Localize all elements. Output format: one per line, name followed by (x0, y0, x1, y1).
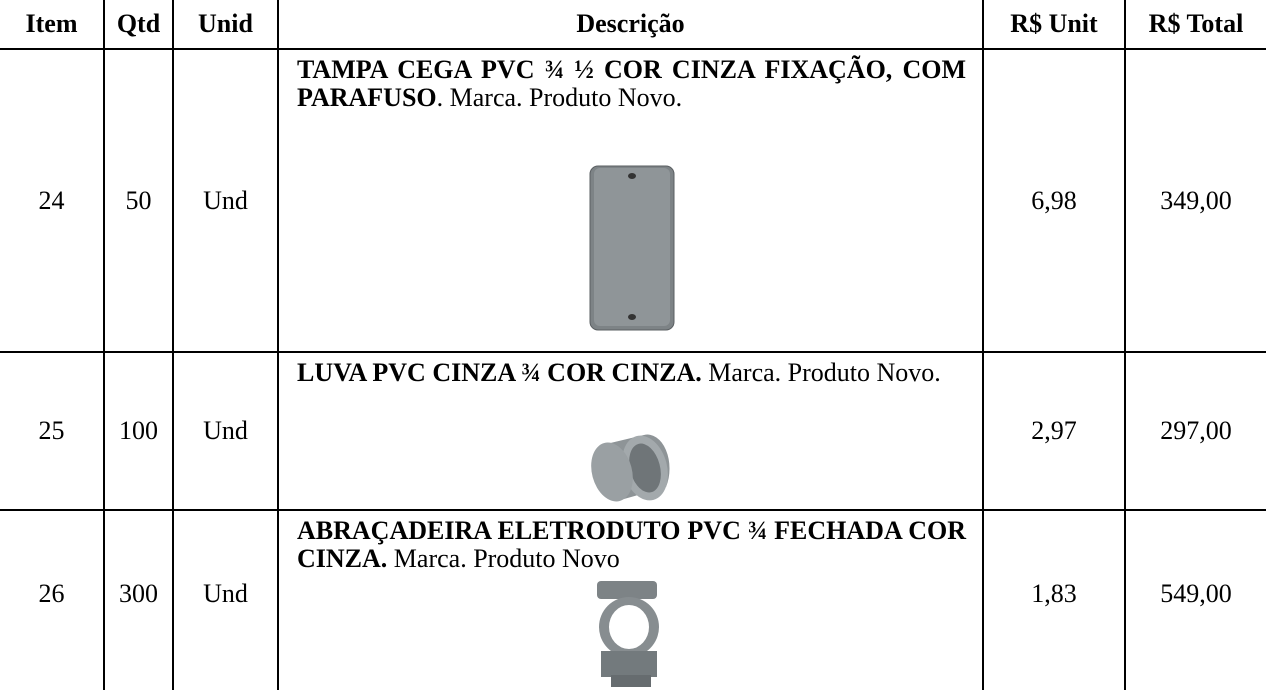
desc-bold: ABRAÇADEIRA ELETRODUTO PVC ¾ FECHADA COR… (297, 516, 966, 573)
unit-price: 1,83 (982, 509, 1126, 690)
description: TAMPA CEGA PVC ¾ ½ COR CINZA FIXAÇÃO, CO… (277, 48, 984, 353)
header-row: Item Qtd Unid Descrição R$ Unit R$ Total (0, 0, 1266, 50)
unit-price: 6,98 (982, 48, 1126, 353)
unid: Und (172, 48, 279, 353)
product-image (596, 581, 659, 687)
unid: Und (172, 351, 279, 511)
row: 24 50 Und TAMPA CEGA PVC ¾ ½ COR CINZA F… (0, 48, 1266, 353)
desc-text: Marca. Produto Novo (393, 544, 620, 573)
header-cell: Unid (172, 0, 279, 50)
header-cell: Item (0, 0, 105, 50)
total-price: 549,00 (1124, 509, 1266, 690)
header-cell: R$ Unit (982, 0, 1126, 50)
qtd: 50 (103, 48, 174, 353)
desc-text: . Marca. Produto Novo. (436, 83, 683, 112)
header-cell: Descrição (277, 0, 984, 50)
header-cell: R$ Total (1124, 0, 1266, 50)
qtd: 300 (103, 509, 174, 690)
product-image (590, 434, 670, 502)
desc-bold: TAMPA CEGA PVC ¾ ½ COR CINZA FIXAÇÃO, CO… (297, 55, 966, 112)
total-price: 349,00 (1124, 48, 1266, 353)
row: 25 100 Und LUVA PVC CINZA ¾ COR CINZA. M… (0, 351, 1266, 511)
description: ABRAÇADEIRA ELETRODUTO PVC ¾ FECHADA COR… (277, 509, 984, 690)
row: 26 300 Und ABRAÇADEIRA ELETRODUTO PVC ¾ … (0, 509, 1266, 690)
item: 26 (0, 509, 105, 690)
qtd: 100 (103, 351, 174, 511)
desc-text: Marca. Produto Novo. (708, 358, 941, 387)
item: 24 (0, 48, 105, 353)
product-image (589, 165, 674, 331)
unid: Und (172, 509, 279, 690)
item: 25 (0, 351, 105, 511)
total-price: 297,00 (1124, 351, 1266, 511)
description: LUVA PVC CINZA ¾ COR CINZA. Marca. Produ… (277, 351, 984, 511)
unit-price: 2,97 (982, 351, 1126, 511)
header-cell: Qtd (103, 0, 174, 50)
desc-bold: LUVA PVC CINZA ¾ COR CINZA. (297, 358, 702, 387)
